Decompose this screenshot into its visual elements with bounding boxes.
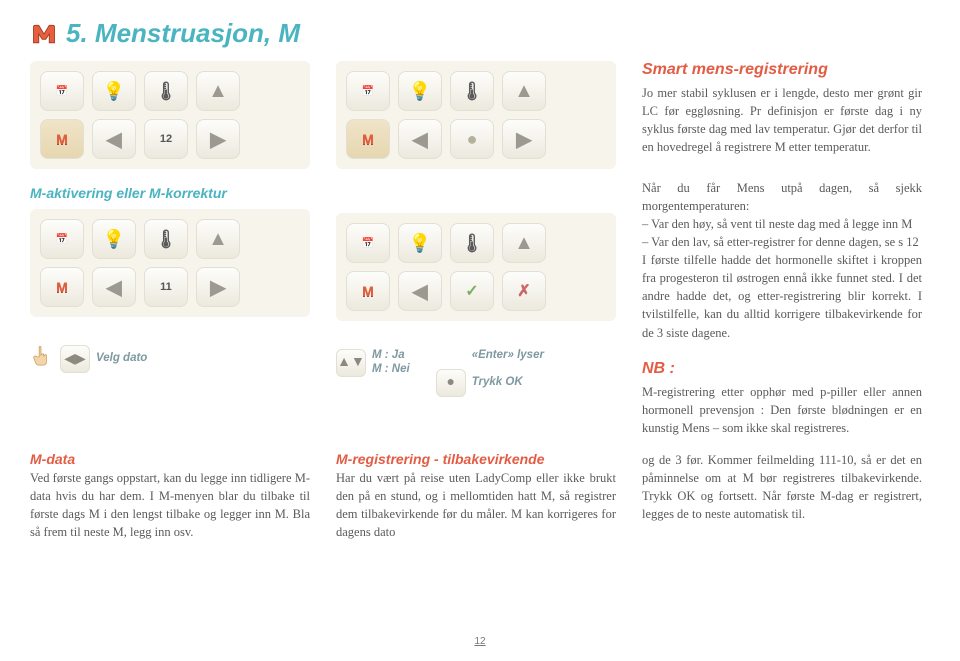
tile2-bulb: 💡 — [92, 219, 136, 259]
tile2-m: M — [40, 267, 84, 307]
tile2-date: 11 — [144, 267, 188, 307]
tile3-r: ▶ — [502, 119, 546, 159]
mens-para: Når du får Mens utpå dagen, så sjekk mor… — [642, 179, 922, 342]
tile3-ok: ● — [450, 119, 494, 159]
icon-grid-2: 📅 💡 🌡 ▲ M ◀ 11 ▶ — [30, 209, 310, 317]
tile2-cal: 📅 — [40, 219, 84, 259]
tile4-a: 📅 — [346, 223, 390, 263]
bcol-right: og de 3 før. Kommer feilmelding 111-10, … — [642, 451, 922, 542]
tile2-up: ▲ — [196, 219, 240, 259]
tile3-b: 💡 — [398, 71, 442, 111]
nb-para: M-registrering etter opphør med p-piller… — [642, 383, 922, 437]
tile2-thermo: 🌡 — [144, 219, 188, 259]
hand-pointer-icon — [30, 345, 52, 367]
tile-m-1: M — [40, 119, 84, 159]
tile2-right: ▶ — [196, 267, 240, 307]
tile-thermo: 🌡 — [144, 71, 188, 111]
tile4-d: ▲ — [502, 223, 546, 263]
tile-arrow-right: ▶ — [196, 119, 240, 159]
bcol-mdata: M-data Ved første gangs oppstart, kan du… — [30, 451, 310, 542]
tile4-c: 🌡 — [450, 223, 494, 263]
tile3-c: 🌡 — [450, 71, 494, 111]
tile4-l: ◀ — [398, 271, 442, 311]
bottom-columns: M-data Ved første gangs oppstart, kan du… — [30, 451, 930, 542]
tile-date-12: 12 — [144, 119, 188, 159]
mreg-title: M-registrering - tilbakevirkende — [336, 451, 616, 467]
tile2-left: ◀ — [92, 267, 136, 307]
left-column: 📅 💡 🌡 ▲ M ◀ 12 ▶ M-aktivering eller M-ko… — [30, 61, 310, 437]
m-logo-icon — [30, 20, 58, 48]
nav-left-right-icon: ◀▶ — [60, 345, 90, 373]
tile-arrow-up: ▲ — [196, 71, 240, 111]
tile3-m: M — [346, 119, 390, 159]
tile-arrow-left: ◀ — [92, 119, 136, 159]
page-header: 5. Menstruasjon, M — [30, 18, 930, 49]
smart-para: Jo mer stabil syklusen er i lengde, dest… — [642, 84, 922, 157]
page-title: 5. Menstruasjon, M — [66, 18, 300, 49]
mdata-title: M-data — [30, 451, 310, 467]
nav-velg-dato: ◀▶ Velg dato — [60, 345, 147, 373]
icon-grid-1: 📅 💡 🌡 ▲ M ◀ 12 ▶ — [30, 61, 310, 169]
tile4-b: 💡 — [398, 223, 442, 263]
nav-updown-icon: ▲▼ — [336, 349, 366, 377]
right-para: og de 3 før. Kommer feilmelding 111-10, … — [642, 451, 922, 524]
enter-lyser-label: «Enter» lyser — [472, 349, 544, 363]
mdata-para: Ved første gangs oppstart, kan du legge … — [30, 469, 310, 542]
tile3-a: 📅 — [346, 71, 390, 111]
tile-calendar-1: 📅 — [40, 71, 84, 111]
icon-grid-4: 📅 💡 🌡 ▲ M ◀ ✓ ✗ — [336, 213, 616, 321]
tile4-m: M — [346, 271, 390, 311]
main-columns: 📅 💡 🌡 ▲ M ◀ 12 ▶ M-aktivering eller M-ko… — [30, 61, 930, 437]
nav-trykk-ok: ● Trykk OK — [436, 369, 544, 397]
smart-title: Smart mens-registrering — [642, 61, 922, 79]
section-label: M-aktivering eller M-korrektur — [30, 185, 310, 201]
bcol-mreg: M-registrering - tilbakevirkende Har du … — [336, 451, 616, 542]
nb-title: NB : — [642, 360, 922, 378]
tile3-d: ▲ — [502, 71, 546, 111]
tile-lightbulb: 💡 — [92, 71, 136, 111]
tile4-check: ✓ — [450, 271, 494, 311]
tile4-x: ✗ — [502, 271, 546, 311]
mreg-para: Har du vært på reise uten LadyComp eller… — [336, 469, 616, 542]
icon-grid-3: 📅 💡 🌡 ▲ M ◀ ● ▶ — [336, 61, 616, 169]
middle-column: 📅 💡 🌡 ▲ M ◀ ● ▶ 📅 💡 🌡 ▲ M ◀ — [336, 61, 616, 437]
nav-ok-icon: ● — [436, 369, 466, 397]
nav-m-ja-nei: ▲▼ M : Ja M : Nei — [336, 349, 410, 377]
tile3-l: ◀ — [398, 119, 442, 159]
right-column: Smart mens-registrering Jo mer stabil sy… — [642, 61, 922, 437]
page-number: 12 — [474, 636, 485, 647]
